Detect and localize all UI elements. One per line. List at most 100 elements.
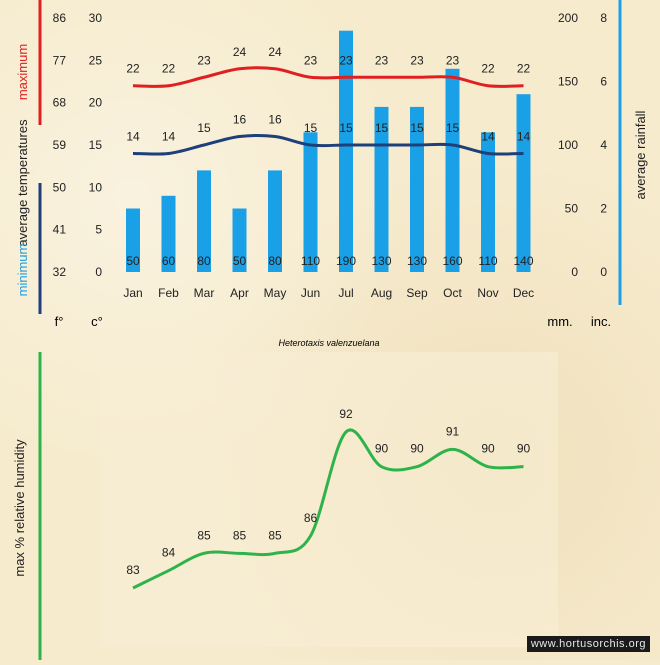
month-tick-feb: Feb — [158, 286, 179, 300]
rainfall-value-label: 50 — [233, 254, 247, 268]
rain-inch-tick: 8 — [600, 11, 607, 25]
min-temp-value-label: 14 — [162, 129, 176, 143]
temp-c-tick: 10 — [89, 180, 103, 194]
rain-mm-tick: 0 — [571, 265, 578, 279]
month-tick-apr: Apr — [230, 286, 249, 300]
rainfall-value-label: 130 — [371, 254, 391, 268]
rainfall-bar-dec — [516, 94, 531, 272]
rain-inch-tick: 4 — [600, 138, 607, 152]
temp-c-tick: 20 — [89, 96, 103, 110]
rainfall-value-label: 50 — [126, 254, 140, 268]
rainfall-bar-apr — [232, 208, 247, 272]
humidity-value-label: 83 — [126, 563, 140, 577]
rainfall-value-label: 140 — [513, 254, 533, 268]
month-tick-oct: Oct — [443, 286, 462, 300]
min-temp-value-label: 16 — [233, 113, 247, 127]
temp-c-tick: 0 — [95, 265, 102, 279]
humidity-value-label: 86 — [304, 511, 318, 525]
max-temp-value-label: 23 — [197, 53, 211, 67]
month-tick-sep: Sep — [406, 286, 428, 300]
humidity-value-label: 91 — [446, 424, 460, 438]
species-title: Heterotaxis valenzuelana — [278, 338, 379, 348]
min-temp-value-label: 15 — [446, 121, 460, 135]
rainfall-bar-may — [268, 170, 282, 272]
rainfall-value-label: 110 — [478, 254, 497, 268]
rainfall-bar-sep — [410, 106, 424, 273]
humidity-value-label: 90 — [481, 442, 495, 456]
rain-mm-tick: 50 — [565, 202, 579, 216]
temp-f-tick: 41 — [53, 223, 67, 237]
max-temp-value-label: 23 — [375, 53, 389, 67]
fahrenheit-unit-label: f° — [55, 314, 64, 329]
rainfall-bar-feb — [161, 195, 176, 272]
month-tick-jun: Jun — [301, 286, 320, 300]
celsius-unit-label: c° — [91, 314, 103, 329]
min-temp-value-label: 16 — [268, 113, 282, 127]
rainfall-bar-jan — [126, 208, 140, 272]
humidity-panel — [100, 352, 558, 647]
max-temp-value-label: 24 — [268, 45, 282, 59]
max-temp-value-label: 23 — [339, 53, 353, 67]
rainfall-value-label: 130 — [407, 254, 427, 268]
month-tick-jan: Jan — [123, 286, 142, 300]
month-tick-jul: Jul — [338, 286, 353, 300]
minimum-label: minimum — [15, 244, 30, 297]
humidity-value-label: 92 — [339, 407, 353, 421]
humidity-value-label: 85 — [233, 528, 247, 542]
min-temp-value-label: 14 — [517, 129, 531, 143]
max-temp-value-label: 22 — [517, 62, 531, 76]
humidity-value-label: 90 — [410, 442, 424, 456]
min-temp-value-label: 15 — [304, 121, 318, 135]
average-rainfall-label: average rainfall — [633, 110, 648, 199]
max-temp-line — [132, 66, 524, 88]
rainfall-value-label: 80 — [197, 254, 211, 268]
rain-mm-tick: 200 — [558, 11, 578, 25]
humidity-value-label: 85 — [268, 528, 282, 542]
temp-f-tick: 32 — [53, 265, 67, 279]
temp-c-tick: 30 — [89, 11, 103, 25]
rainfall-bar-jul — [339, 30, 353, 273]
min-temp-value-label: 15 — [410, 121, 424, 135]
rainfall-value-label: 110 — [301, 254, 320, 268]
month-tick-dec: Dec — [513, 286, 534, 300]
rain-inch-tick: 6 — [600, 75, 607, 89]
max-temp-value-label: 22 — [481, 62, 495, 76]
temp-c-tick: 5 — [95, 223, 102, 237]
temp-f-tick: 50 — [53, 180, 67, 194]
temp-f-tick: 68 — [53, 96, 67, 110]
mm-unit-label: mm. — [547, 314, 572, 329]
month-tick-may: May — [264, 286, 287, 300]
temp-f-tick: 77 — [53, 53, 67, 67]
month-tick-mar: Mar — [194, 286, 215, 300]
rainfall-bar-oct — [445, 68, 460, 272]
max-temp-value-label: 22 — [126, 62, 140, 76]
min-temp-value-label: 15 — [339, 121, 353, 135]
max-temp-value-label: 24 — [233, 45, 247, 59]
rainfall-bar-jun — [303, 132, 318, 272]
temp-c-tick: 25 — [89, 53, 103, 67]
min-temp-value-label: 14 — [126, 129, 140, 143]
humidity-value-label: 85 — [197, 528, 211, 542]
temp-c-tick: 15 — [89, 138, 103, 152]
rainfall-value-label: 160 — [442, 254, 462, 268]
min-temp-value-label: 14 — [481, 129, 495, 143]
temp-f-tick: 59 — [53, 138, 67, 152]
rainfall-value-label: 190 — [336, 254, 356, 268]
min-temp-value-label: 15 — [375, 121, 389, 135]
min-temp-line — [132, 133, 524, 156]
rain-mm-tick: 150 — [558, 75, 578, 89]
humidity-value-label: 84 — [162, 546, 176, 560]
humidity-value-label: 90 — [517, 442, 531, 456]
humidity-value-label: 90 — [375, 442, 389, 456]
max-temp-value-label: 23 — [410, 53, 424, 67]
rainfall-bar-mar — [197, 170, 211, 272]
max-temp-value-label: 23 — [304, 53, 318, 67]
rainfall-value-label: 60 — [162, 254, 176, 268]
credit-watermark: www.hortusorchis.org — [526, 636, 650, 652]
rainfall-bar-nov — [481, 132, 495, 272]
inch-unit-label: inc. — [591, 314, 611, 329]
humidity-axis-label: max % relative humidity — [12, 439, 27, 577]
temp-f-tick: 86 — [53, 11, 67, 25]
